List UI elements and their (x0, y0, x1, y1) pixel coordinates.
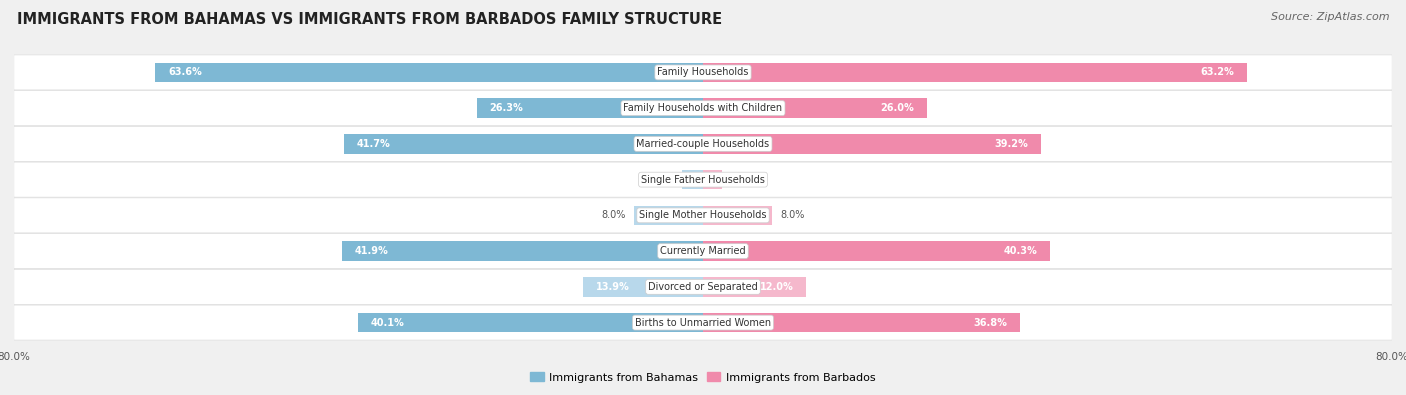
Bar (703, 134, 1040, 154)
Text: 63.6%: 63.6% (169, 68, 202, 77)
Text: Married-couple Households: Married-couple Households (637, 139, 769, 149)
Text: Divorced or Separated: Divorced or Separated (648, 282, 758, 292)
Bar (583, 277, 703, 297)
Bar (155, 62, 703, 82)
Text: Family Households with Children: Family Households with Children (623, 103, 783, 113)
FancyBboxPatch shape (14, 233, 1392, 269)
FancyBboxPatch shape (14, 269, 1392, 305)
Text: 26.3%: 26.3% (489, 103, 523, 113)
Bar (634, 205, 703, 225)
Text: 2.2%: 2.2% (731, 175, 755, 184)
Text: Births to Unmarried Women: Births to Unmarried Women (636, 318, 770, 327)
FancyBboxPatch shape (14, 55, 1392, 90)
FancyBboxPatch shape (14, 198, 1392, 233)
Text: 12.0%: 12.0% (759, 282, 793, 292)
Text: 39.2%: 39.2% (994, 139, 1028, 149)
Bar (703, 205, 772, 225)
Bar (703, 313, 1019, 333)
Bar (703, 98, 927, 118)
FancyBboxPatch shape (14, 90, 1392, 126)
Bar (682, 170, 703, 190)
Bar (703, 170, 721, 190)
FancyBboxPatch shape (14, 126, 1392, 162)
Text: 26.0%: 26.0% (880, 103, 914, 113)
Bar (357, 313, 703, 333)
Text: 8.0%: 8.0% (780, 211, 804, 220)
Text: 41.7%: 41.7% (357, 139, 391, 149)
Text: Single Father Households: Single Father Households (641, 175, 765, 184)
Legend: Immigrants from Bahamas, Immigrants from Barbados: Immigrants from Bahamas, Immigrants from… (526, 368, 880, 387)
Text: 36.8%: 36.8% (973, 318, 1007, 327)
Text: 63.2%: 63.2% (1201, 68, 1234, 77)
Text: 8.0%: 8.0% (602, 211, 626, 220)
Text: 2.4%: 2.4% (650, 175, 673, 184)
Text: 13.9%: 13.9% (596, 282, 630, 292)
Bar (703, 277, 807, 297)
Bar (703, 241, 1050, 261)
Bar (344, 134, 703, 154)
FancyBboxPatch shape (14, 305, 1392, 340)
Text: IMMIGRANTS FROM BAHAMAS VS IMMIGRANTS FROM BARBADOS FAMILY STRUCTURE: IMMIGRANTS FROM BAHAMAS VS IMMIGRANTS FR… (17, 12, 723, 27)
Bar (477, 98, 703, 118)
Text: Source: ZipAtlas.com: Source: ZipAtlas.com (1271, 12, 1389, 22)
Bar (342, 241, 703, 261)
Text: Currently Married: Currently Married (661, 246, 745, 256)
Text: Family Households: Family Households (658, 68, 748, 77)
Text: 40.1%: 40.1% (371, 318, 405, 327)
Bar (703, 62, 1247, 82)
Text: Single Mother Households: Single Mother Households (640, 211, 766, 220)
FancyBboxPatch shape (14, 162, 1392, 197)
Text: 40.3%: 40.3% (1004, 246, 1038, 256)
Text: 41.9%: 41.9% (356, 246, 389, 256)
